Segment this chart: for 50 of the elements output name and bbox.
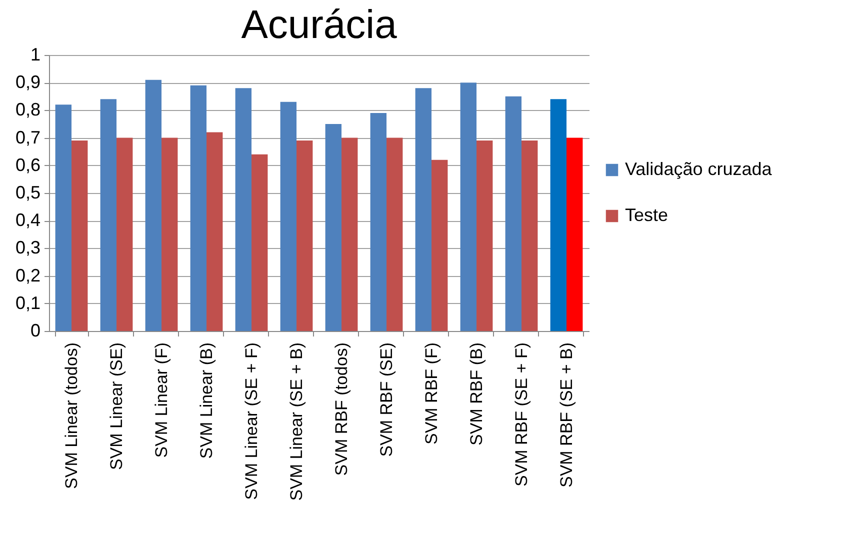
bar [100,99,116,331]
y-tick-label: 0,2 [15,265,40,286]
bar [145,80,162,331]
x-tick-label: SVM Linear (F) [152,342,171,458]
bar [280,102,296,331]
y-tick-label: 0,4 [15,210,40,230]
bar [370,112,386,331]
bar [325,124,342,331]
bar [72,140,88,331]
bar [415,88,432,331]
legend-label: Validação cruzada [625,159,773,179]
bar [550,99,566,331]
y-tick-label: 0,9 [15,72,40,92]
bar [252,154,268,331]
bar [386,138,403,331]
y-tick-label: 0,1 [15,292,40,313]
x-tick-label: SVM RBF (todos) [332,342,351,476]
y-tick-label: 0,6 [15,154,40,175]
y-tick-label: 1 [30,44,40,64]
x-tick-label: SVM RBF (SE) [377,342,396,457]
bar [206,132,223,331]
bar [460,82,476,331]
bar [190,85,206,331]
bar [522,140,538,331]
bar [505,96,522,331]
y-tick-label: 0 [30,320,40,340]
chart-title: Acurácia [241,3,398,47]
x-tick-label: SVM Linear (todos) [62,342,81,489]
x-tick-label: SVM Linear (SE + F) [242,342,261,500]
y-tick-label: 0,7 [15,127,40,148]
x-tick-label: SVM RBF (SE + F) [512,342,531,487]
bar [566,138,583,331]
bar [476,140,493,331]
bar [162,138,178,331]
y-tick-label: 0,5 [15,182,40,202]
bar [235,88,252,331]
x-tick-label: SVM RBF (F) [422,342,441,444]
x-tick-label: SVM RBF (B) [467,342,486,446]
x-tick-label: SVM Linear (B) [197,342,216,459]
bar [55,104,72,331]
y-tick-label: 0,8 [15,100,40,120]
legend-label: Teste [625,205,668,225]
x-tick-label: SVM Linear (SE) [107,342,126,470]
bar [116,138,133,331]
x-tick-label: SVM RBF (SE + B) [557,342,576,488]
bar [342,138,358,331]
bar [296,140,313,331]
x-tick-label: SVM Linear (SE + B) [287,342,306,501]
y-tick-label: 0,3 [15,238,40,258]
bar [432,160,448,331]
